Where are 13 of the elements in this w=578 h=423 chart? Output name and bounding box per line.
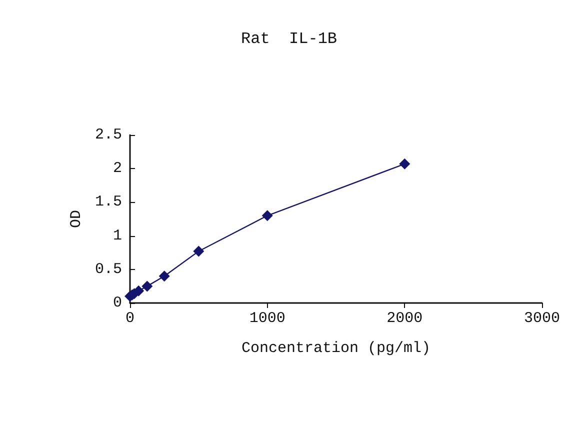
y-tick-label: 1.5 [94,194,122,211]
y-tick-label: 1 [112,227,122,244]
y-tick-label: 0 [112,294,122,312]
x-tick-label: 0 [125,310,135,327]
x-tick-label: 3000 [524,310,560,327]
chart-title: Rat IL-1B [240,30,338,48]
y-tick-label: 2.5 [94,126,122,144]
x-axis-title: Concentration (pg/ml) [241,340,431,357]
x-tick-label: 1000 [249,310,286,327]
y-tick-label: 2 [112,160,122,178]
y-axis-title: OD [68,210,86,228]
y-tick-label: 0.5 [94,260,122,278]
x-tick-label: 2000 [386,310,423,327]
